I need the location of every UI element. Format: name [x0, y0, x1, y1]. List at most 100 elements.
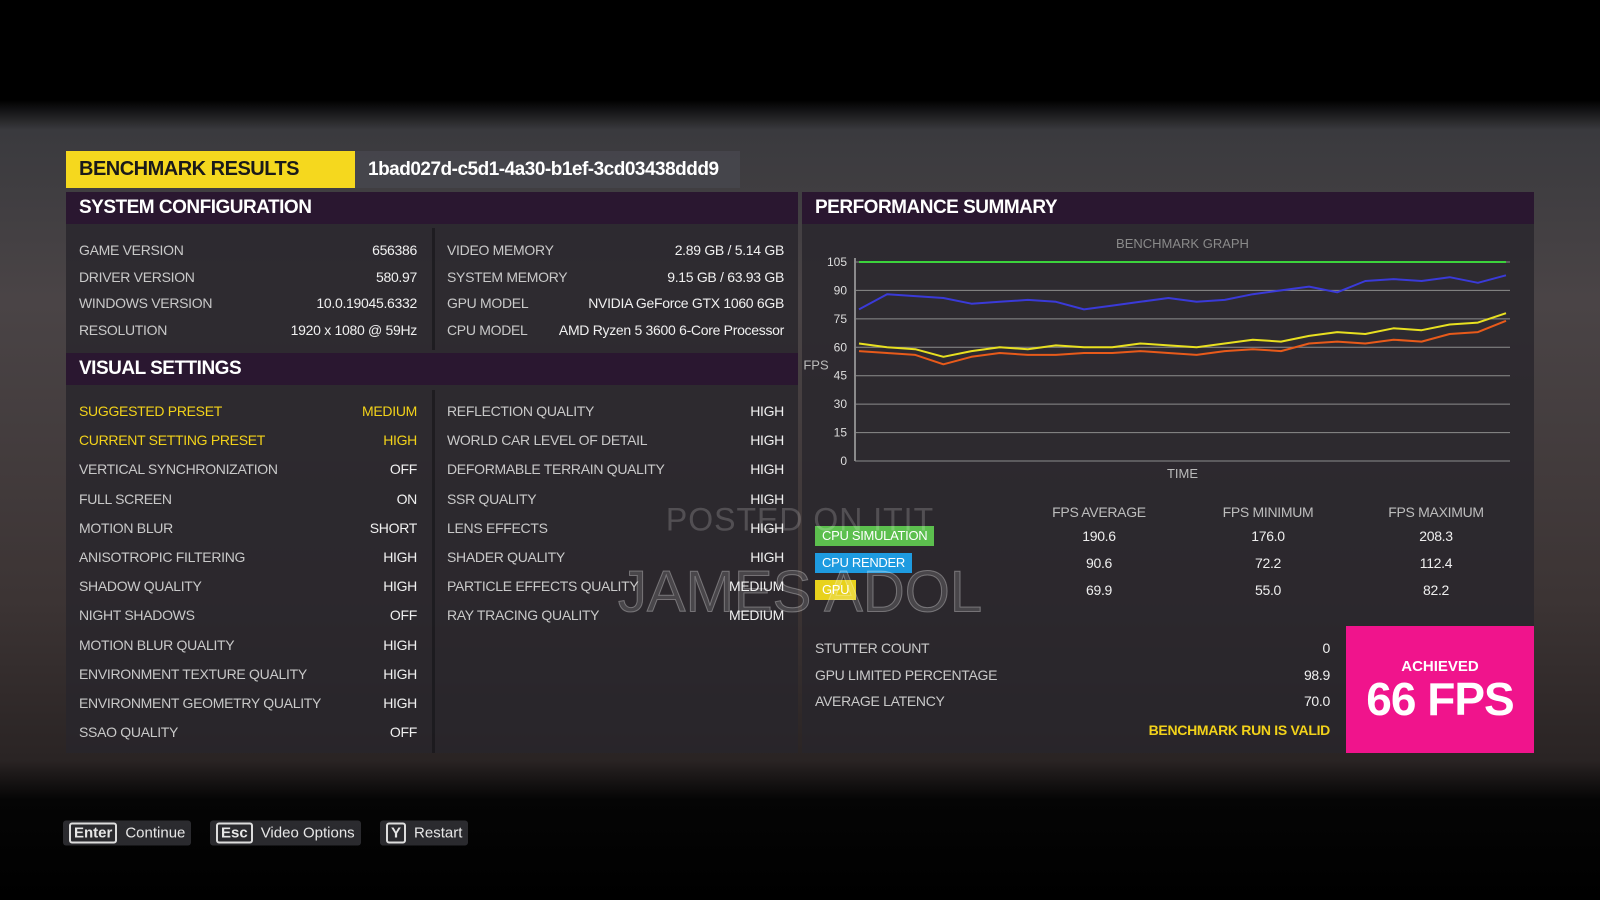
key-cap: Y: [386, 822, 407, 844]
setting-value: HIGH: [383, 636, 417, 653]
setting-value: OFF: [389, 607, 417, 624]
setting-label: SHADER QUALITY: [447, 549, 565, 565]
setting-value: 580.97: [375, 268, 417, 285]
setting-label: SSR QUALITY: [447, 490, 537, 507]
setting-label: ANISOTROPIC FILTERING: [79, 549, 246, 565]
y-tick-label: 75: [834, 312, 848, 326]
stat-value: 98.9: [1303, 666, 1330, 683]
setting-value: NVIDIA GeForce GTX 1060 6GB: [588, 295, 784, 312]
fps-value: 82.2: [1422, 582, 1450, 598]
setting-value: HIGH: [750, 461, 784, 478]
setting-label: FULL SCREEN: [79, 490, 172, 507]
y-tick-label: 45: [834, 369, 848, 383]
setting-label: PARTICLE EFFECTS QUALITY: [447, 578, 639, 595]
y-tick-label: 105: [827, 255, 847, 269]
setting-label: GPU MODEL: [447, 295, 529, 312]
section-header: VISUAL SETTINGS: [66, 353, 798, 385]
setting-label: WINDOWS VERSION: [79, 295, 213, 312]
control-button[interactable]: Esc Video Options: [210, 820, 361, 846]
key-cap: Enter: [69, 822, 118, 844]
row-badge: CPU SIMULATION: [815, 526, 935, 546]
setting-label: WORLD CAR LEVEL OF DETAIL: [447, 432, 648, 449]
stat-label: STUTTER COUNT: [815, 640, 930, 656]
column-header: FPS MINIMUM: [1222, 504, 1314, 520]
achieved-value: 66 FPS: [1366, 673, 1514, 725]
button-label: Restart: [414, 824, 463, 842]
validity: BENCHMARK RUN IS VALID: [1148, 722, 1331, 738]
setting-label: MOTION BLUR QUALITY: [79, 636, 235, 653]
setting-label: REFLECTION QUALITY: [447, 403, 595, 419]
column-header: FPS AVERAGE: [1052, 504, 1146, 520]
watermark: JAMES ADOL: [617, 559, 983, 625]
setting-label: ENVIRONMENT GEOMETRY QUALITY: [79, 695, 322, 711]
setting-value: OFF: [389, 724, 417, 741]
setting-label: RAY TRACING QUALITY: [447, 607, 600, 624]
setting-label: LENS EFFECTS: [447, 519, 548, 536]
setting-value: HIGH: [750, 432, 784, 449]
setting-label: GAME VERSION: [79, 242, 184, 258]
fps-value: 90.6: [1085, 555, 1113, 571]
key-cap: Esc: [216, 822, 253, 844]
setting-label: MOTION BLUR: [79, 519, 173, 536]
watermark: POSTED ON ITIT: [665, 501, 935, 538]
setting-value: 9.15 GB / 63.93 GB: [667, 268, 784, 285]
setting-value: HIGH: [383, 695, 417, 711]
setting-value: HIGH: [383, 665, 417, 682]
fps-value: 176.0: [1251, 528, 1285, 544]
fps-value: 190.6: [1082, 528, 1116, 544]
setting-label: SYSTEM MEMORY: [447, 268, 568, 285]
achieved-box: ACHIEVED 66 FPS: [1346, 626, 1534, 753]
setting-value: HIGH: [383, 549, 417, 565]
right-panel: [802, 192, 1534, 626]
divider: [432, 228, 435, 350]
button-label: Continue: [125, 824, 186, 842]
x-axis-label: TIME: [1167, 466, 1198, 481]
setting-value: OFF: [389, 461, 417, 478]
setting-label: CPU MODEL: [447, 322, 528, 339]
control-button[interactable]: Y Restart: [380, 820, 469, 846]
setting-value: ON: [396, 490, 418, 507]
row-badge: GPU: [815, 580, 857, 600]
setting-value: HIGH: [750, 403, 784, 419]
setting-value: SHORT: [369, 519, 418, 536]
setting-label: SSAO QUALITY: [79, 724, 179, 741]
column-header: FPS MAXIMUM: [1388, 504, 1484, 520]
row-badge: CPU RENDER: [815, 553, 912, 573]
setting-label: SUGGESTED PRESET: [79, 403, 223, 419]
stat-label: AVERAGE LATENCY: [815, 693, 945, 709]
control-button[interactable]: Enter Continue: [63, 820, 192, 846]
series-line: [858, 312, 1507, 358]
fps-value: 69.9: [1085, 582, 1113, 598]
y-tick-label: 0: [840, 454, 847, 468]
setting-label: ENVIRONMENT TEXTURE QUALITY: [79, 665, 307, 682]
setting-label: DEFORMABLE TERRAIN QUALITY: [447, 461, 665, 478]
setting-value: HIGH: [750, 490, 784, 507]
setting-value: HIGH: [383, 432, 417, 449]
fps-value: 112.4: [1419, 555, 1453, 571]
title-badge: BENCHMARK RESULTS: [66, 151, 355, 188]
setting-value: MEDIUM: [729, 578, 784, 595]
button-label: Video Options: [260, 824, 355, 842]
section-header: SYSTEM CONFIGURATION: [66, 192, 798, 224]
series-line: [858, 274, 1507, 311]
y-tick-label: 30: [834, 397, 848, 411]
fps-value: 72.2: [1254, 555, 1282, 571]
y-tick-label: 15: [834, 426, 848, 440]
y-axis-label: FPS: [803, 358, 829, 373]
setting-value: HIGH: [750, 519, 784, 536]
divider: [432, 390, 435, 753]
stat-value: 0: [1322, 640, 1331, 656]
setting-value: 2.89 GB / 5.14 GB: [674, 242, 785, 258]
y-tick-label: 60: [834, 340, 848, 354]
series-line: [858, 319, 1507, 366]
setting-label: VERTICAL SYNCHRONIZATION: [79, 461, 278, 478]
setting-label: RESOLUTION: [79, 322, 168, 339]
fps-value: 55.0: [1254, 582, 1282, 598]
stats-panel: [802, 626, 1346, 753]
setting-label: NIGHT SHADOWS: [79, 607, 195, 624]
setting-value: MEDIUM: [362, 403, 417, 419]
setting-label: CURRENT SETTING PRESET: [79, 432, 266, 449]
setting-value: AMD Ryzen 5 3600 6-Core Processor: [558, 322, 784, 339]
setting-value: 656386: [372, 242, 417, 258]
